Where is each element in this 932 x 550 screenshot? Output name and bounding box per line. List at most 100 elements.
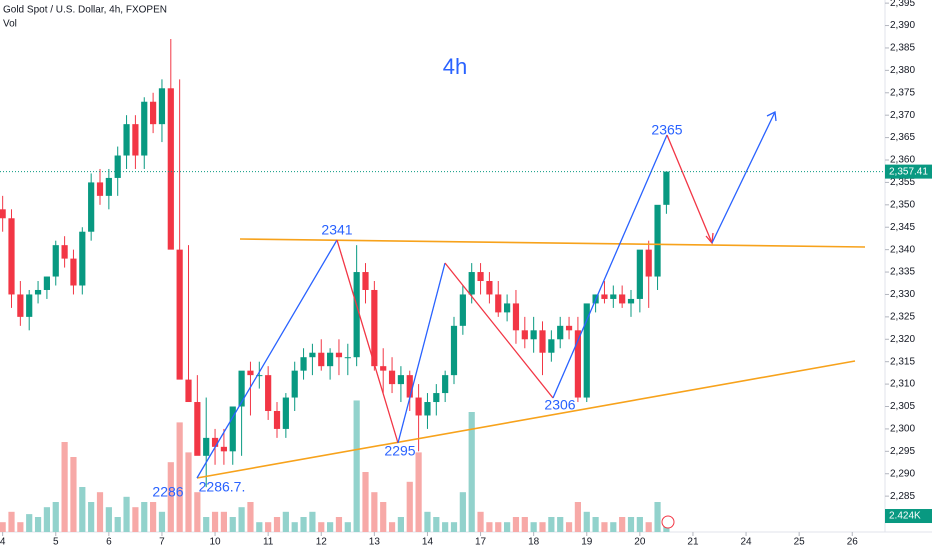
volume-bar bbox=[574, 502, 582, 532]
last-price-label: 2,357.41 bbox=[889, 166, 928, 177]
candle-body bbox=[477, 272, 484, 282]
y-tick-label: 2,340 bbox=[890, 244, 915, 255]
volume-bar bbox=[8, 511, 15, 532]
volume-bar bbox=[158, 511, 166, 532]
volume-bar bbox=[282, 511, 289, 532]
annotation: 2286.7. bbox=[199, 479, 246, 495]
y-tick-label: 2,325 bbox=[890, 312, 915, 323]
candle-body bbox=[220, 446, 228, 452]
volume-bar bbox=[645, 522, 652, 532]
y-tick-label: 2,300 bbox=[890, 424, 915, 435]
annotation: 2341 bbox=[321, 222, 352, 238]
volume-bar bbox=[459, 492, 466, 532]
x-tick-label: 7 bbox=[159, 537, 165, 548]
candle-body bbox=[335, 352, 343, 358]
candle-body bbox=[468, 272, 475, 295]
volume-bar bbox=[17, 522, 24, 532]
candle-body bbox=[17, 294, 24, 317]
volume-bar bbox=[203, 517, 210, 532]
candle-body bbox=[645, 249, 652, 277]
volume-bar bbox=[0, 522, 6, 532]
volume-bar bbox=[167, 462, 174, 532]
volume-bar bbox=[415, 452, 422, 532]
annotation: 4h bbox=[443, 54, 467, 79]
event-icon[interactable] bbox=[661, 515, 675, 529]
x-tick-label: 19 bbox=[581, 537, 593, 548]
candle-body bbox=[397, 375, 405, 385]
candle-body bbox=[265, 375, 272, 411]
candle-body bbox=[158, 88, 166, 125]
x-tick-label: 25 bbox=[794, 537, 806, 548]
candle-body bbox=[141, 101, 148, 156]
chart-title: Gold Spot / U.S. Dollar, 4h, FXOPEN bbox=[3, 5, 167, 16]
volume-bar bbox=[504, 522, 511, 532]
wave-down bbox=[336, 239, 399, 444]
volume-bar bbox=[88, 502, 95, 532]
candle-body bbox=[521, 330, 528, 340]
volume-bar bbox=[211, 511, 219, 532]
candle-body bbox=[627, 298, 635, 304]
candle-body bbox=[415, 397, 422, 416]
volume-bar bbox=[583, 511, 590, 532]
volume-bar bbox=[194, 492, 201, 532]
candle-body bbox=[43, 276, 51, 290]
resistance-line bbox=[239, 238, 866, 248]
candle-body bbox=[0, 209, 6, 219]
volume-bar bbox=[150, 502, 157, 532]
y-tick-label: 2,310 bbox=[890, 379, 915, 390]
wave-up bbox=[397, 262, 446, 444]
wave-up bbox=[196, 239, 338, 479]
wave-down bbox=[444, 262, 554, 399]
candle-body bbox=[388, 370, 396, 385]
volume-bar bbox=[362, 472, 369, 532]
candle-body bbox=[601, 294, 608, 299]
last-price-box bbox=[885, 164, 932, 179]
candle-body bbox=[512, 303, 520, 331]
y-tick-label: 2,360 bbox=[890, 155, 915, 166]
volume-bar bbox=[424, 511, 431, 532]
arrow-head bbox=[766, 111, 777, 122]
volume-bar bbox=[141, 502, 148, 532]
volume-bar bbox=[442, 522, 449, 532]
volume-bar bbox=[70, 457, 77, 532]
candle-body bbox=[557, 325, 564, 340]
y-tick-label: 2,380 bbox=[890, 65, 915, 76]
candle-body bbox=[256, 375, 263, 377]
volume-bar bbox=[123, 496, 130, 532]
y-tick-label: 2,350 bbox=[890, 199, 915, 210]
y-tick-label: 2,290 bbox=[890, 468, 915, 479]
candle-body bbox=[530, 330, 537, 340]
candle-body bbox=[442, 375, 449, 394]
candle-body bbox=[309, 352, 316, 358]
x-tick-label: 13 bbox=[369, 537, 381, 548]
candle-body bbox=[548, 339, 555, 353]
candle-body bbox=[238, 370, 245, 407]
volume-bar bbox=[79, 487, 86, 532]
volume-bar bbox=[512, 517, 520, 532]
candle-body bbox=[433, 393, 440, 403]
volume-bar bbox=[176, 422, 183, 532]
y-tick-label: 2,335 bbox=[890, 267, 915, 278]
y-tick-label: 2,330 bbox=[890, 289, 915, 300]
wave-down bbox=[666, 134, 713, 244]
candle-body bbox=[362, 272, 369, 290]
volume-bar bbox=[300, 517, 307, 532]
volume-bar bbox=[220, 511, 228, 532]
volume-bar bbox=[557, 517, 564, 532]
volume-bar bbox=[627, 517, 635, 532]
last-volume-label: 2.424K bbox=[889, 511, 921, 522]
candle-body bbox=[211, 437, 219, 447]
y-tick-label: 2,355 bbox=[890, 177, 915, 188]
volume-bar bbox=[247, 502, 254, 532]
candle-body bbox=[583, 303, 590, 398]
x-tick-label: 26 bbox=[847, 537, 859, 548]
candle-body bbox=[539, 330, 546, 353]
volume-bar bbox=[530, 522, 537, 532]
candle-body bbox=[574, 330, 582, 398]
volume-bar bbox=[318, 522, 325, 532]
candle-body bbox=[79, 231, 86, 286]
x-tick-label: 17 bbox=[475, 537, 487, 548]
volume-bar bbox=[521, 517, 528, 532]
wave-up bbox=[552, 134, 668, 399]
candle-body bbox=[504, 303, 511, 313]
